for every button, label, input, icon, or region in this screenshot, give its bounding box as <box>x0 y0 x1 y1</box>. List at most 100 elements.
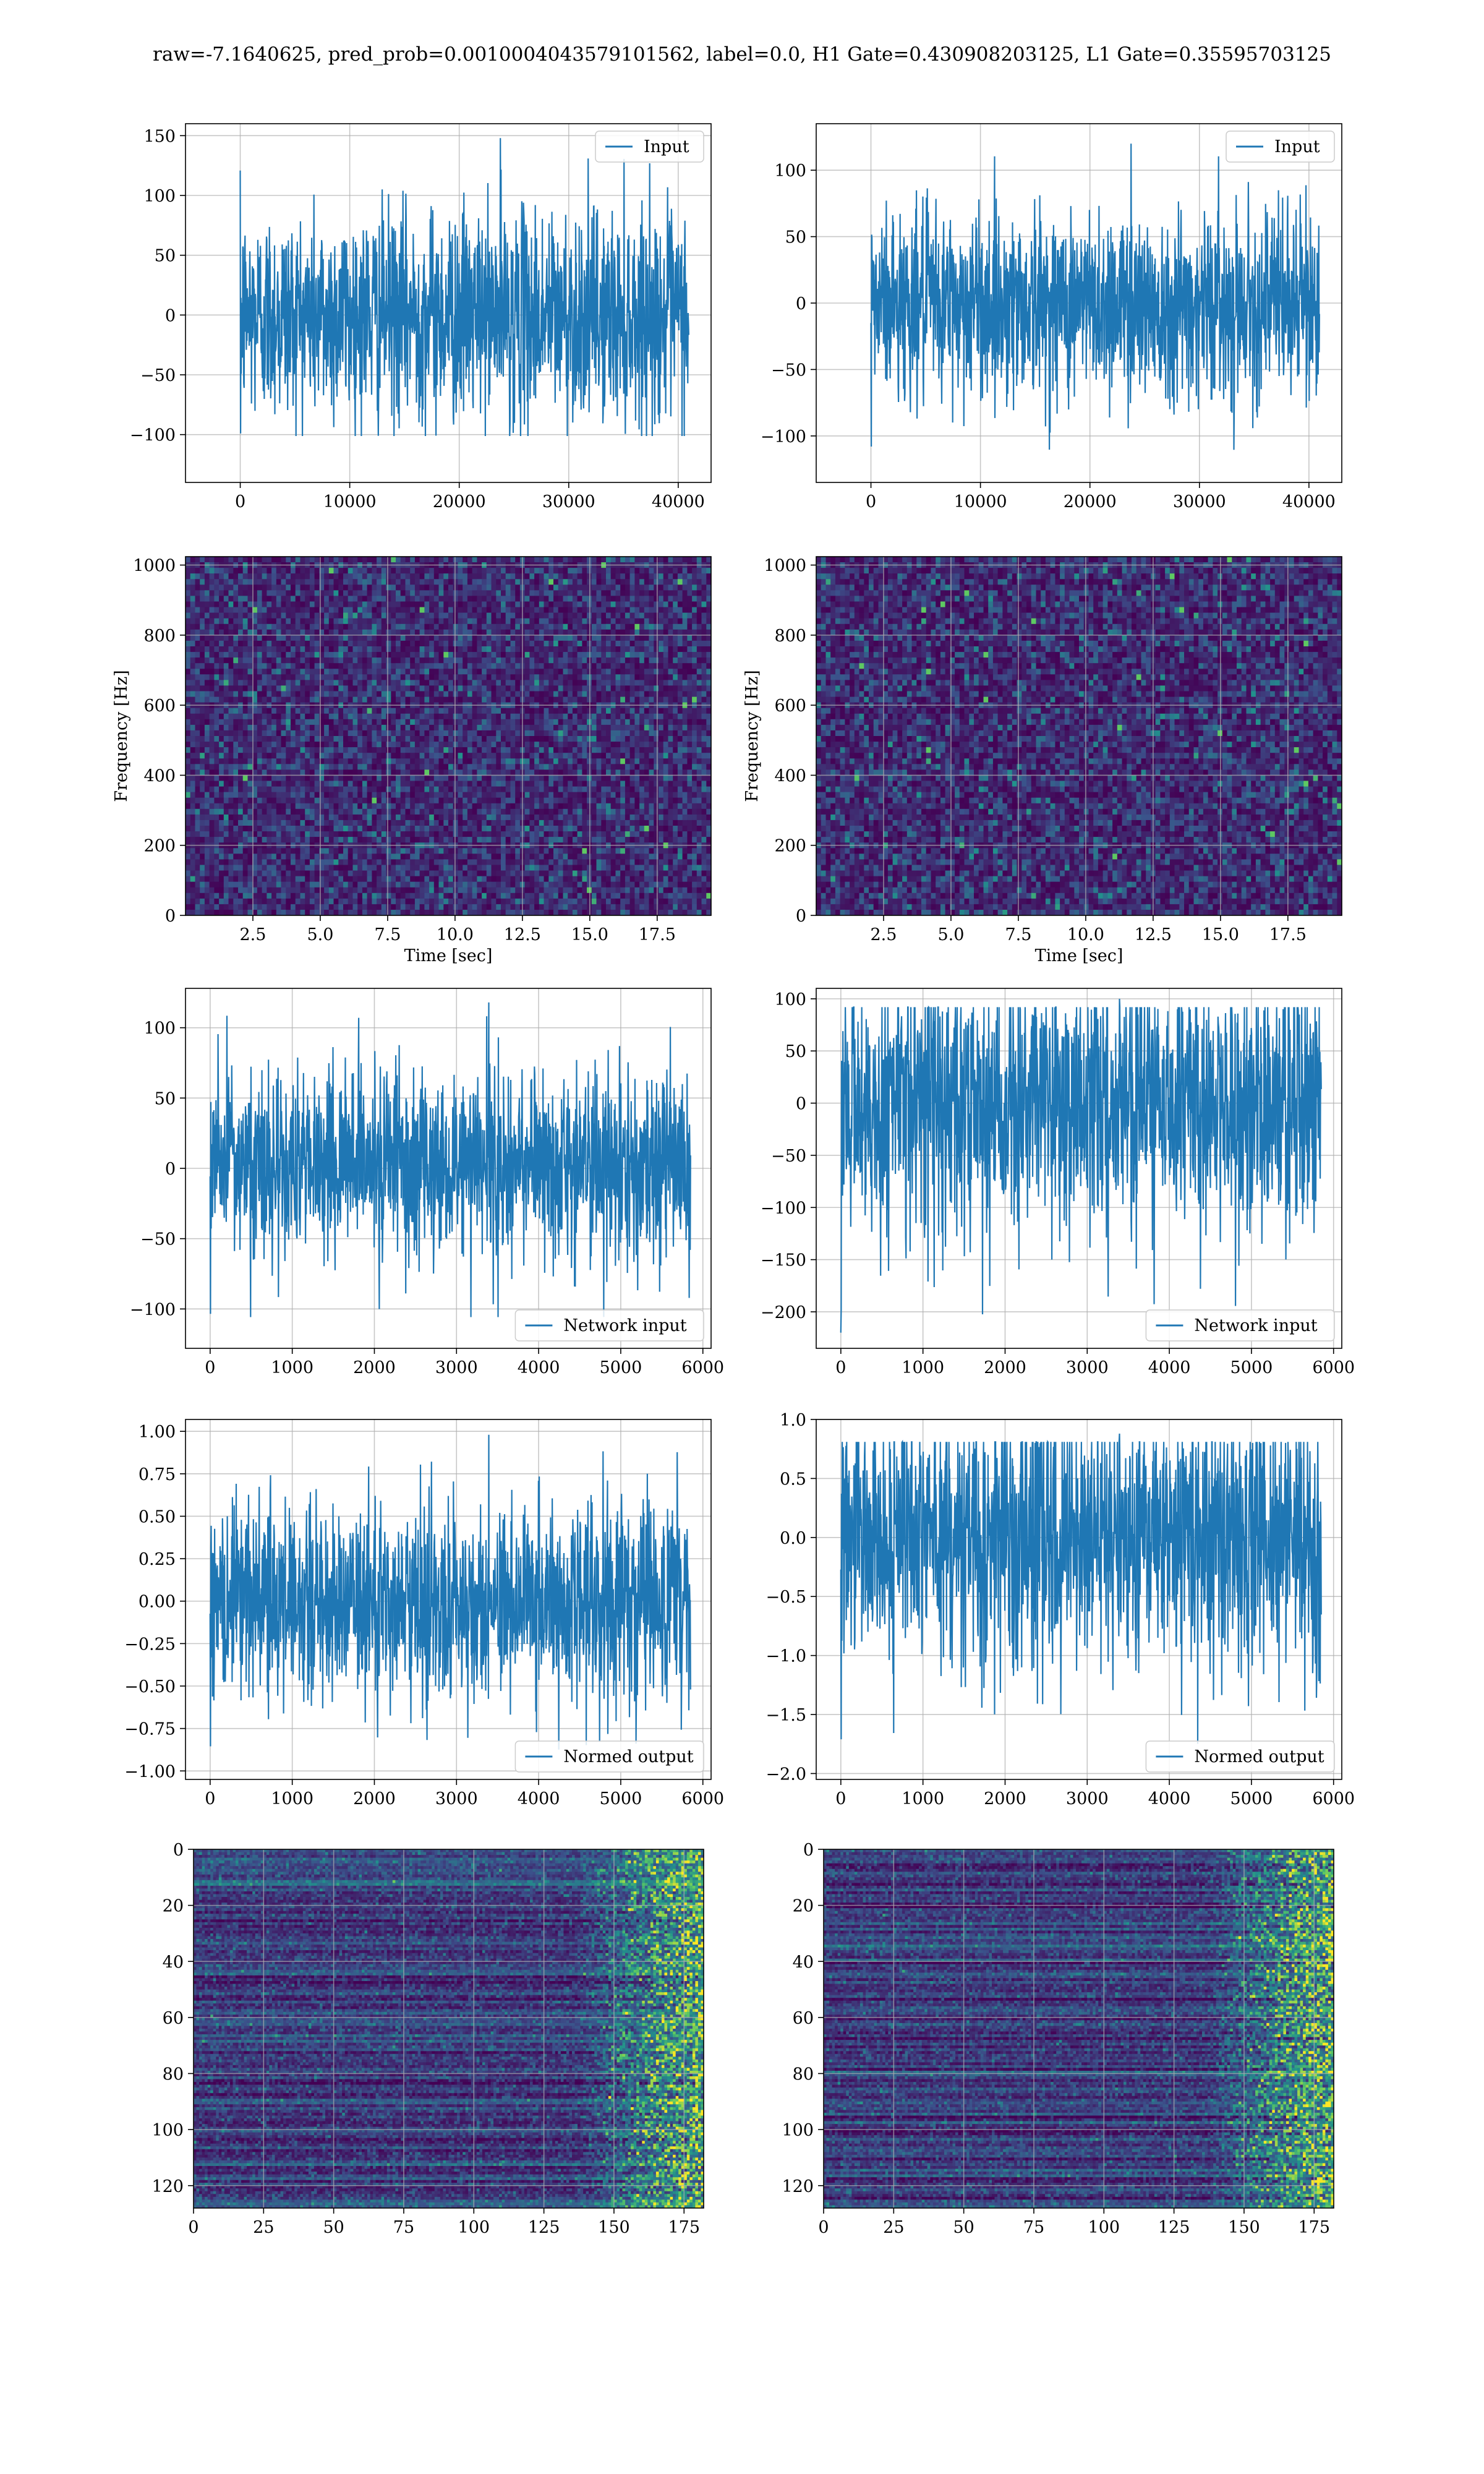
y-tick-label: 0 <box>796 294 806 314</box>
x-tick-label: 5000 <box>600 1358 642 1377</box>
x-tick-label: 50 <box>953 2218 974 2237</box>
y-tick-label: −0.5 <box>765 1588 806 1607</box>
x-tick-label: 3000 <box>1066 1358 1109 1377</box>
legend: Input <box>1226 131 1334 162</box>
x-tick-label: 100 <box>1088 2218 1120 2237</box>
x-tick-label: 5000 <box>1230 1789 1273 1808</box>
x-tick-label: 0 <box>205 1789 215 1808</box>
x-tick-label: 2.5 <box>870 925 897 944</box>
x-tick-label: 17.5 <box>1269 925 1307 944</box>
x-tick-label: 15.0 <box>1202 925 1239 944</box>
x-tick-label: 150 <box>1228 2218 1260 2237</box>
legend-label: Network input <box>563 1316 686 1335</box>
x-tick-label: 10000 <box>323 492 377 511</box>
y-tick-label: 100 <box>774 990 806 1009</box>
y-tick-label: −2.0 <box>765 1765 806 1784</box>
legend: Network input <box>1146 1310 1334 1341</box>
x-tick-label: 6000 <box>1312 1789 1355 1808</box>
y-tick-label: 50 <box>155 247 176 266</box>
x-tick-label: 2000 <box>984 1789 1026 1808</box>
y-tick-label: 100 <box>143 187 176 206</box>
heatmap-cells <box>816 557 1342 916</box>
y-axis-label: Frequency [Hz] <box>112 670 131 802</box>
y-tick-label: −100 <box>130 1300 176 1319</box>
panel-normed-output-l1: 0 1000 2000 3000 4000 5000 6000−2.0−1.5−1.0−0.… <box>765 1411 1355 1808</box>
x-tick-label: 2000 <box>984 1358 1026 1377</box>
y-tick-label: 60 <box>793 2009 814 2028</box>
x-tick-label: 25 <box>253 2218 274 2237</box>
y-tick-label: −50 <box>771 1147 806 1166</box>
x-tick-label: 2000 <box>353 1358 396 1377</box>
legend-label: Network input <box>1194 1316 1317 1335</box>
y-axis-label: Frequency [Hz] <box>743 670 762 802</box>
y-tick-label: 0 <box>796 1095 806 1114</box>
x-tick-label: 75 <box>1023 2218 1044 2237</box>
x-tick-label: 40000 <box>652 492 705 511</box>
x-tick-label: 30000 <box>1173 492 1226 511</box>
x-tick-label: 15.0 <box>571 925 608 944</box>
y-tick-label: 400 <box>143 766 176 785</box>
y-tick-label: 120 <box>151 2177 184 2196</box>
series-line <box>841 999 1321 1333</box>
x-tick-label: 40000 <box>1282 492 1336 511</box>
panel-spectrogram-l1: 2.5 5.0 7.5 10.0 12.5 15.0 17.5020040060080010… <box>743 557 1342 965</box>
y-tick-label: 100 <box>774 161 806 181</box>
legend: Input <box>595 131 704 162</box>
x-tick-label: 2000 <box>353 1789 396 1808</box>
series-line <box>210 1003 691 1317</box>
y-tick-label: −150 <box>761 1251 806 1270</box>
y-tick-label: 0.25 <box>139 1550 176 1569</box>
y-tick-label: 0.00 <box>139 1593 176 1612</box>
x-tick-label: 0 <box>835 1789 846 1808</box>
y-tick-label: 60 <box>163 2009 184 2028</box>
y-tick-label: 0 <box>796 907 806 926</box>
x-tick-label: 125 <box>1158 2218 1190 2237</box>
x-tick-label: 6000 <box>681 1358 724 1377</box>
y-tick-label: 150 <box>143 127 176 146</box>
series-line <box>241 138 689 436</box>
x-tick-label: 3000 <box>1066 1789 1109 1808</box>
x-tick-label: 20000 <box>433 492 486 511</box>
y-tick-label: −100 <box>761 427 806 447</box>
panel-input-h1: 0 10000 20000 30000 40000−100−50050100150Inp… <box>130 124 711 511</box>
panel-spectrogram-h1: 2.5 5.0 7.5 10.0 12.5 15.0 17.5020040060080010… <box>112 557 712 965</box>
y-tick-label: −1.0 <box>765 1647 806 1666</box>
x-tick-label: 1000 <box>902 1358 944 1377</box>
x-tick-label: 7.5 <box>1005 925 1031 944</box>
y-tick-label: 100 <box>782 2121 814 2140</box>
y-tick-label: 0 <box>803 1841 814 1860</box>
x-tick-label: 4000 <box>1148 1358 1191 1377</box>
x-tick-label: 0 <box>235 492 245 511</box>
x-tick-label: 3000 <box>435 1789 478 1808</box>
x-tick-label: 100 <box>458 2218 490 2237</box>
x-tick-label: 50 <box>323 2218 344 2237</box>
y-tick-label: 1.00 <box>139 1423 176 1442</box>
y-tick-label: 40 <box>793 1953 814 1972</box>
y-tick-label: 0 <box>165 907 176 926</box>
x-tick-label: 10000 <box>954 492 1007 511</box>
x-tick-label: 75 <box>393 2218 414 2237</box>
x-tick-label: 2.5 <box>239 925 266 944</box>
x-tick-label: 4000 <box>1148 1789 1191 1808</box>
x-tick-label: 5.0 <box>307 925 333 944</box>
y-tick-label: 1000 <box>133 557 176 576</box>
x-tick-label: 5000 <box>1230 1358 1273 1377</box>
legend-label: Input <box>644 137 689 156</box>
y-tick-label: 1.0 <box>780 1411 806 1430</box>
x-tick-label: 5.0 <box>937 925 964 944</box>
x-tick-label: 3000 <box>435 1358 478 1377</box>
heatmap-cells <box>194 1849 704 2209</box>
x-tick-label: 25 <box>883 2218 904 2237</box>
x-axis-label: Time [sec] <box>404 946 493 965</box>
series-line <box>210 1435 691 1750</box>
y-tick-label: 50 <box>785 1042 806 1061</box>
x-tick-label: 5000 <box>600 1789 642 1808</box>
y-tick-label: 600 <box>143 696 176 716</box>
y-tick-label: −1.00 <box>124 1762 176 1781</box>
y-tick-label: 0.50 <box>139 1507 176 1526</box>
x-tick-label: 6000 <box>1312 1358 1355 1377</box>
x-tick-label: 1000 <box>271 1789 313 1808</box>
x-tick-label: 7.5 <box>374 925 401 944</box>
